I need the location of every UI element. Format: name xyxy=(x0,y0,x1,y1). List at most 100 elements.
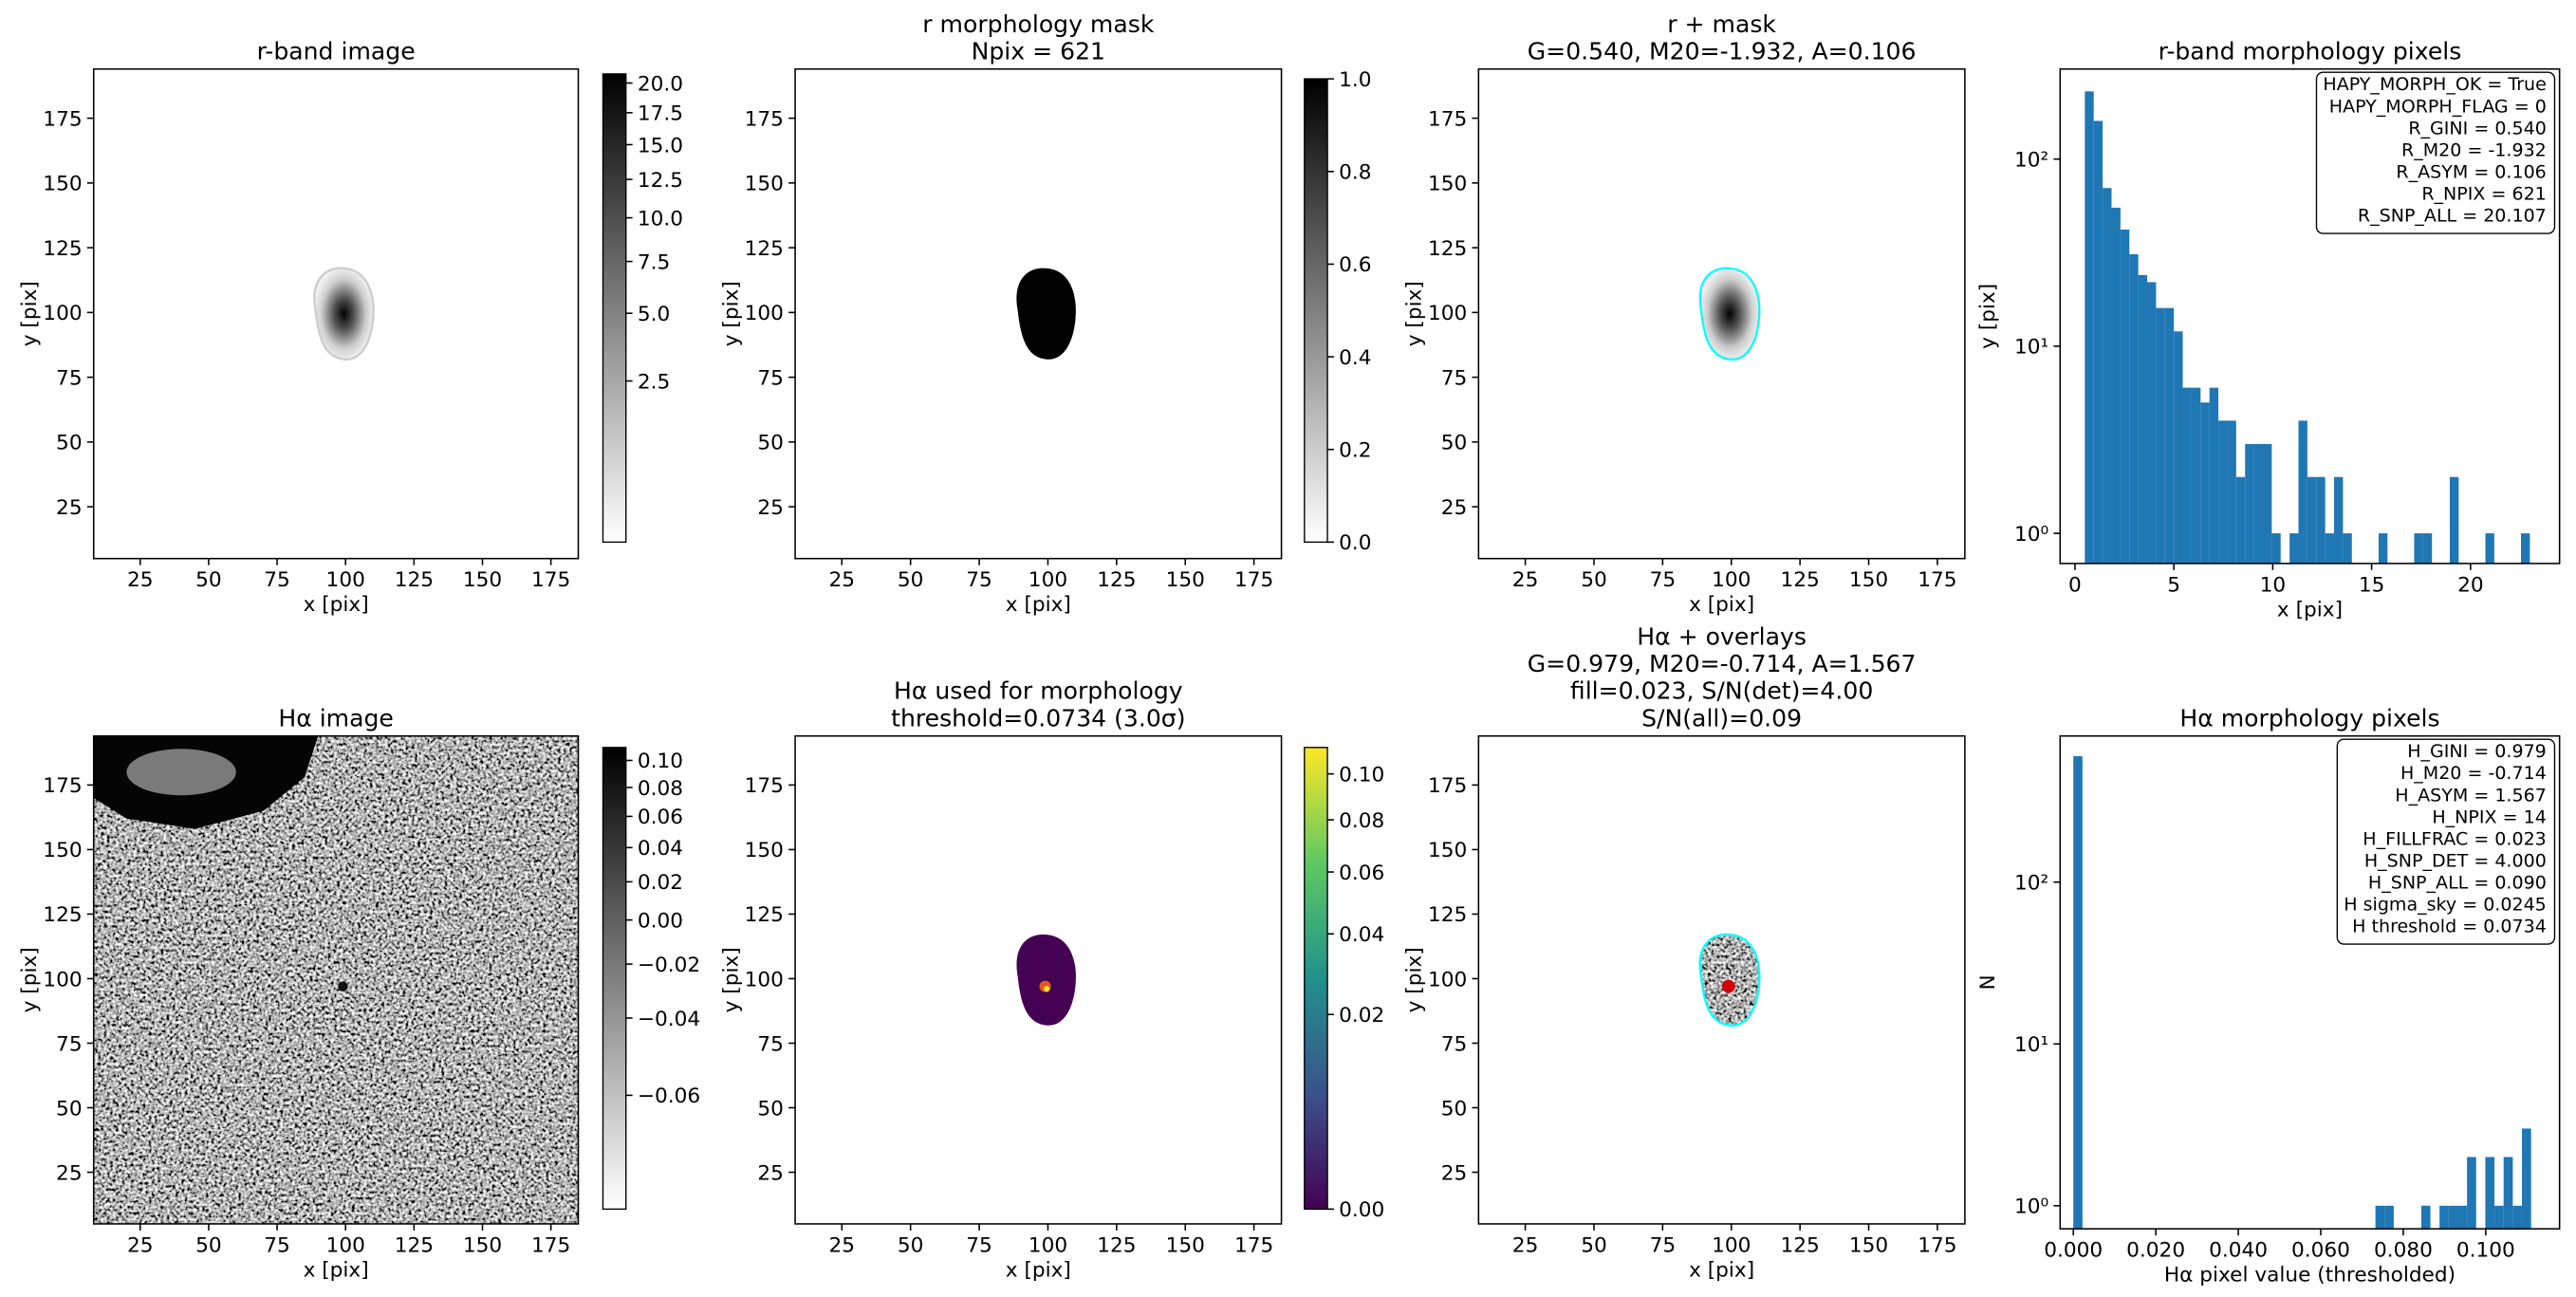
x-tick-label: 5 xyxy=(2167,573,2180,597)
x-tick-label: 125 xyxy=(1097,1233,1136,1257)
axes-frame xyxy=(1477,734,1966,1225)
colorbar xyxy=(602,73,627,544)
colorbar-tick-label: 0.08 xyxy=(638,777,683,801)
x-tick-label: 150 xyxy=(1166,1233,1205,1257)
colorbar-tick-label: 0.02 xyxy=(638,871,683,895)
histogram-bar xyxy=(2522,1128,2531,1230)
y-tick-label: 75 xyxy=(757,366,784,390)
x-tick-label: 125 xyxy=(1097,568,1136,592)
x-tick-label: 25 xyxy=(1512,568,1539,592)
panel: 25 50 75 100 125 150 175 25 50 75 100 125 150 175 x [p… xyxy=(18,37,683,617)
colorbar-tick-label: 0.6 xyxy=(1339,253,1371,277)
colorbar-tick-label: 0.10 xyxy=(1339,763,1384,787)
saturated-source xyxy=(126,749,236,796)
x-tick-label: 0.100 xyxy=(2456,1239,2515,1263)
y-tick-label: 25 xyxy=(1441,496,1468,520)
axes-frame xyxy=(92,67,580,560)
colorbar-tick-label: 15.0 xyxy=(638,134,683,157)
x-tick-label: 175 xyxy=(531,1233,570,1257)
y-tick-label: 75 xyxy=(56,366,83,390)
y-tick-label: 150 xyxy=(43,173,82,196)
colorbar-tick-label: 12.5 xyxy=(638,169,683,193)
colorbar xyxy=(602,747,627,1211)
x-tick-label: 100 xyxy=(326,568,365,592)
y-tick-label: 150 xyxy=(745,173,784,196)
histogram-bar xyxy=(2448,1205,2458,1230)
colorbar-tick-label: 2.5 xyxy=(638,370,670,394)
colorbar-tick-label: −0.02 xyxy=(638,954,700,977)
x-tick-label: 0.000 xyxy=(2044,1239,2103,1263)
y-tick-label: 10² xyxy=(2014,148,2048,172)
chart-title: Hα used for morphology xyxy=(894,677,1183,705)
x-tick-label: 125 xyxy=(395,1233,434,1257)
plot-area xyxy=(1478,735,1965,1224)
chart-title: G=0.979, M20=-0.714, A=1.567 xyxy=(1528,650,1917,677)
histogram-bar xyxy=(2262,444,2272,564)
stats-line: H_NPIX = 14 xyxy=(2432,806,2546,827)
y-tick-label: 150 xyxy=(1428,173,1467,196)
colorbar-tick-label: 0.10 xyxy=(638,750,683,773)
chart-title: Npix = 621 xyxy=(972,37,1105,65)
histogram-bar xyxy=(2093,120,2103,564)
stats-line: H_FILLFRAC = 0.023 xyxy=(2363,828,2547,849)
x-tick-label: 75 xyxy=(1650,568,1677,592)
x-tick-label: 150 xyxy=(463,568,502,592)
x-tick-label: 150 xyxy=(1849,568,1888,592)
axes-frame xyxy=(2059,67,2561,565)
colorbar-tick-label: 0.02 xyxy=(1339,1004,1384,1028)
x-tick-label: 15 xyxy=(2359,573,2385,597)
plot-area xyxy=(93,735,579,1224)
axes-frame xyxy=(2059,734,2561,1230)
histogram-bar xyxy=(2521,533,2530,564)
x-tick-label: 75 xyxy=(1650,1233,1677,1257)
x-axis-label: x [pix] xyxy=(1689,593,1754,617)
x-tick-label: 100 xyxy=(1029,1233,1067,1257)
x-tick-label: 10 xyxy=(2260,573,2287,597)
y-tick-label: 175 xyxy=(1428,107,1467,131)
histogram-bar xyxy=(2307,476,2317,564)
y-tick-label: 50 xyxy=(1441,1097,1468,1121)
x-tick-label: 50 xyxy=(195,1233,222,1257)
detected-pixels xyxy=(1721,979,1735,993)
histogram-bar xyxy=(2182,387,2192,564)
y-tick-label: 100 xyxy=(745,302,784,325)
stats-line: H_GINI = 0.979 xyxy=(2407,741,2547,762)
histogram-bar xyxy=(2209,387,2219,564)
histogram-bar xyxy=(2227,420,2236,564)
histogram-bar xyxy=(2375,1205,2385,1230)
histogram-bar xyxy=(2138,274,2148,564)
axes-frame xyxy=(794,734,1283,1225)
y-tick-label: 175 xyxy=(43,107,82,131)
histogram-bar xyxy=(2245,444,2254,564)
histogram-bar xyxy=(2164,307,2175,564)
stats-line: H_SNP_ALL = 0.090 xyxy=(2368,872,2547,893)
y-tick-label: 50 xyxy=(757,1097,784,1121)
colorbar-tick-label: 0.06 xyxy=(1339,862,1384,885)
colorbar-tick-label: 17.5 xyxy=(638,102,683,126)
stats-line: H_M20 = -0.714 xyxy=(2400,763,2547,784)
source-peak xyxy=(1044,986,1050,992)
x-tick-label: 175 xyxy=(531,568,570,592)
axes-frame xyxy=(794,67,1283,560)
x-axis-label: x [pix] xyxy=(1006,1258,1071,1282)
x-tick-label: 150 xyxy=(1166,568,1205,592)
histogram-bar xyxy=(2253,444,2263,564)
x-tick-label: 100 xyxy=(326,1233,365,1257)
histogram-bar xyxy=(2420,1205,2431,1230)
x-axis-label: x [pix] xyxy=(2277,598,2343,621)
histogram-bar xyxy=(2494,1205,2504,1230)
axes-frame xyxy=(1477,67,1966,560)
y-tick-label: 150 xyxy=(43,839,82,862)
y-tick-label: 10¹ xyxy=(2014,1033,2048,1057)
y-axis-label: y [pix] xyxy=(1403,947,1427,1012)
histogram-bar xyxy=(2334,476,2344,564)
x-tick-label: 0.060 xyxy=(2291,1239,2350,1263)
colorbar-tick-label: 0.4 xyxy=(1339,346,1371,370)
plot-area xyxy=(795,735,1282,1224)
x-tick-label: 75 xyxy=(264,1233,290,1257)
x-tick-label: 25 xyxy=(1512,1233,1539,1257)
histogram-bar xyxy=(2147,282,2157,564)
chart-title: threshold=0.0734 (3.0σ) xyxy=(891,704,1185,732)
